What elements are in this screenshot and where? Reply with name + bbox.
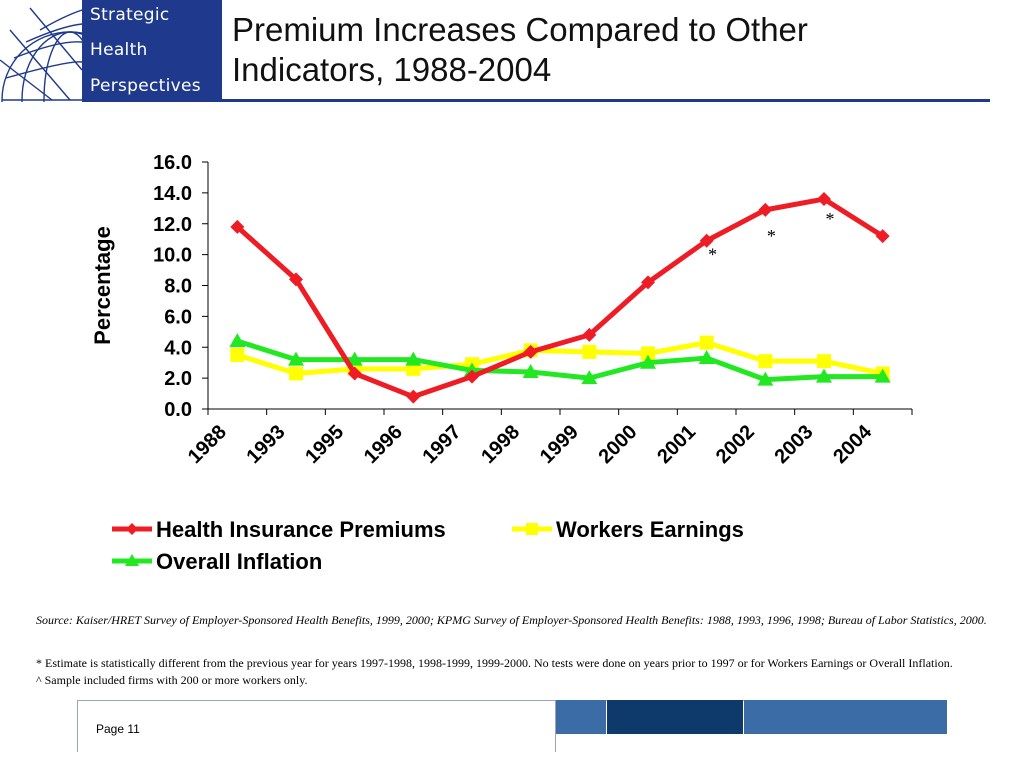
footer-divider-right (555, 700, 556, 752)
footer-rule (77, 700, 947, 701)
data-point (758, 202, 773, 217)
data-point (817, 192, 831, 207)
x-tick-label: 1999 (536, 421, 583, 468)
x-tick-label: 2000 (595, 421, 642, 468)
y-tick-label: 16.0 (153, 152, 192, 174)
legend-label: Health Insurance Premiums (156, 517, 446, 542)
y-tick-label: 2.0 (164, 368, 192, 390)
y-tick-label: 14.0 (153, 183, 192, 205)
note-sample: ^ Sample included firms with 200 or more… (36, 673, 308, 687)
legend-marker (125, 554, 139, 566)
data-point (699, 335, 714, 350)
y-tick-label: 8.0 (164, 276, 192, 298)
title-rule (222, 99, 990, 102)
note-significance: * Estimate is statistically different fr… (36, 656, 953, 670)
logo-panel: Strategic Health Perspectives (82, 0, 222, 102)
data-point (289, 366, 303, 381)
data-point (817, 354, 831, 369)
data-point (874, 368, 891, 383)
legend-marker (126, 523, 138, 535)
legend-label: Overall Inflation (156, 549, 322, 574)
significance-asterisk: * (767, 226, 776, 246)
significance-asterisk: * (708, 245, 717, 265)
y-tick-label: 10.0 (153, 245, 192, 267)
data-point (522, 363, 539, 378)
data-point (347, 366, 362, 381)
footer-divider-left (77, 700, 78, 752)
y-tick-label: 6.0 (164, 306, 192, 328)
logo-text-strategic: Strategic (90, 5, 170, 25)
x-tick-label: 1997 (419, 421, 466, 468)
data-point (465, 369, 479, 384)
footer-color-block-3 (744, 700, 947, 734)
legend-marker (526, 523, 538, 535)
logo: Strategic Health Perspectives (0, 0, 222, 102)
page-number: Page 11 (96, 722, 140, 736)
x-tick-label: 1998 (477, 421, 524, 468)
x-tick-label: 1988 (184, 421, 231, 468)
data-point (405, 351, 422, 366)
data-point (757, 371, 774, 386)
data-point (816, 368, 832, 383)
data-point (641, 275, 655, 290)
data-point (230, 219, 245, 234)
data-point (229, 333, 246, 348)
slide-title-line1: Premium Increases Compared to Other (232, 11, 808, 48)
footer-color-block-2 (607, 700, 743, 734)
data-point (288, 351, 304, 366)
footer-color-block-1 (556, 700, 606, 734)
y-tick-label: 4.0 (164, 337, 192, 359)
logo-text-health: Health (90, 40, 148, 60)
x-tick-label: 1996 (360, 421, 407, 468)
data-point (582, 344, 597, 359)
slide-title: Premium Increases Compared to Other Indi… (232, 10, 992, 90)
data-point (582, 327, 597, 342)
data-point (289, 272, 303, 287)
data-point (406, 389, 421, 404)
x-tick-label: 2002 (712, 421, 759, 468)
data-point (640, 354, 656, 369)
x-tick-label: 2004 (829, 420, 877, 468)
logo-text-perspectives: Perspectives (90, 76, 201, 96)
source-text: Source: Kaiser/HRET Survey of Employer-S… (36, 613, 987, 627)
data-point (581, 370, 598, 385)
slide-title-line2: Indicators, 1988-2004 (232, 51, 552, 88)
data-point (523, 344, 538, 359)
x-tick-label: 2001 (653, 421, 700, 468)
x-tick-label: 1993 (243, 421, 290, 468)
data-point (641, 346, 655, 361)
x-tick-label: 2003 (771, 421, 818, 468)
series-line-health-insurance-premiums (235, 196, 885, 400)
legend-label: Workers Earnings (556, 517, 744, 542)
data-point (230, 347, 245, 362)
data-point (698, 350, 715, 365)
data-point (758, 354, 773, 369)
data-point (699, 233, 714, 248)
data-point (346, 351, 363, 366)
globe-icon (0, 7, 82, 102)
data-point (875, 229, 890, 244)
significance-asterisk: * (826, 209, 835, 229)
y-axis-title: Percentage (90, 226, 115, 345)
series-line-workers-earnings (236, 340, 884, 376)
y-tick-label: 12.0 (153, 214, 192, 236)
y-tick-label: 0.0 (164, 399, 192, 421)
notes: * Estimate is statistically different fr… (36, 655, 1021, 689)
x-tick-label: 1995 (301, 421, 348, 468)
